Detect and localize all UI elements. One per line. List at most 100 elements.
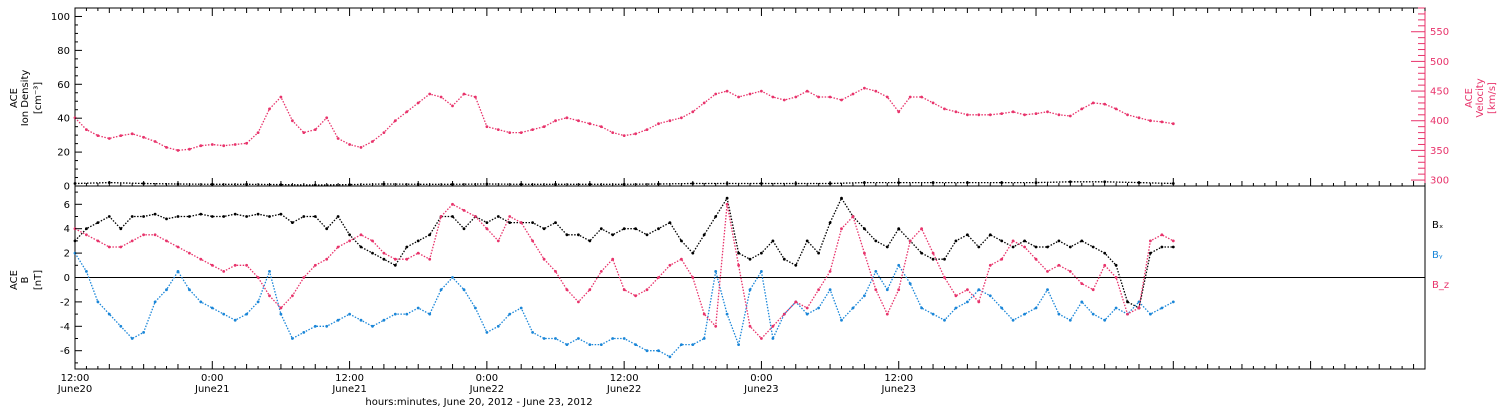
bottom-series-2-point <box>107 245 111 249</box>
bottom-series-2-point <box>1103 263 1107 267</box>
top-s1-series-0-point <box>1160 120 1164 124</box>
bottom-series-1-point <box>931 312 935 316</box>
bottom-series-0-point <box>130 215 134 218</box>
bottom-series-2-point <box>348 239 351 243</box>
top-s1-series-0-point <box>371 140 374 143</box>
top-s1-series-0-point <box>1000 112 1004 115</box>
top-s1-series-0-point <box>622 134 626 138</box>
bottom-series-1-point <box>622 337 626 340</box>
bottom-series-0-point <box>302 215 306 218</box>
bottom-series-2-point <box>245 263 249 267</box>
bottom-series-1-point <box>142 331 146 334</box>
top-s1-series-0-point <box>577 119 580 123</box>
bottom-series-0-point <box>245 215 249 218</box>
top-s1-series-0-point <box>1080 107 1084 111</box>
top-s1-series-0-point <box>771 95 775 99</box>
bottom-series-2-point <box>1091 288 1095 292</box>
xtick-label-date: June23 <box>880 384 916 395</box>
bottom-series-2-point <box>1068 270 1072 273</box>
bottom-series-0-point <box>313 215 317 218</box>
top-s1-series-0-point <box>165 146 168 149</box>
bottom-series-1-point <box>725 312 729 316</box>
bottom-series-0-point <box>1103 251 1107 255</box>
top-s1-series-0-point <box>588 122 592 126</box>
bottom-series-2-point <box>474 215 477 218</box>
top-s1-series-0-point <box>668 119 672 123</box>
bottom-series-1-point <box>348 312 351 316</box>
xtick-label-date: June22 <box>606 384 642 395</box>
bottom-series-1-point <box>897 263 901 267</box>
top-y2tick-label: 350 <box>1430 146 1449 157</box>
bottom-series-2-point <box>1160 233 1164 237</box>
top-y2tick-label: 550 <box>1430 27 1449 38</box>
top-s1-series-0-point <box>325 116 329 120</box>
bottom-series-0-point <box>165 217 168 221</box>
top-s1-series-0-point <box>462 92 466 96</box>
bottom-series-1-point <box>382 318 386 322</box>
bottom-series-1-point <box>588 343 592 346</box>
bottom-series-2-point <box>908 239 912 243</box>
xtick-label-time: 12:00 <box>335 373 364 384</box>
bottom-series-1-point <box>828 288 832 292</box>
bottom-series-1-point <box>680 343 683 346</box>
bottom-series-2-point <box>176 245 180 249</box>
bottom-series-2-point <box>188 251 191 255</box>
bottom-series-0-point <box>863 227 866 231</box>
bottom-series-1-point <box>691 343 695 346</box>
top-s1-series-0-point <box>760 89 763 93</box>
bottom-series-2-point <box>668 263 672 267</box>
top-s1-series-0-point <box>451 104 454 108</box>
bottom-series-2-point <box>393 257 397 261</box>
bottom-ytick-label: 6 <box>64 200 70 211</box>
top-y2label-line1: ACE <box>1464 88 1475 108</box>
bottom-series-2-point <box>817 288 820 292</box>
bottom-series-2-point <box>222 270 226 273</box>
top-s1-series-0-point <box>222 144 226 148</box>
xtick-label-date: June23 <box>743 384 779 395</box>
bottom-series-1-point <box>485 331 489 334</box>
bottom-series-2-point <box>508 215 512 218</box>
bottom-series-2-point <box>748 324 752 328</box>
bottom-series-0-point <box>1080 239 1084 243</box>
top-s1-series-0-point <box>245 141 249 145</box>
bottom-series-2-point <box>371 239 374 243</box>
top-s1-series-0-point <box>977 113 981 117</box>
top-s1-series-0-point <box>737 95 740 99</box>
bottom-series-0-point <box>325 227 329 231</box>
top-y2tick-label: 400 <box>1430 116 1449 127</box>
bottom-series-0-point <box>451 215 454 218</box>
top-s1-series-0-point <box>782 98 786 102</box>
top-y2tick-label: 500 <box>1430 57 1449 68</box>
bottom-series-2-point <box>1080 282 1084 285</box>
top-s1-series-0-point <box>840 98 843 102</box>
bottom-series-1-point <box>188 288 191 292</box>
bottom-series-2-point <box>680 257 683 261</box>
bottom-series-1-point <box>988 294 992 298</box>
bottom-series-0-point <box>817 251 820 255</box>
bottom-series-0-point <box>1057 239 1061 243</box>
bottom-series-0-point <box>599 227 603 231</box>
bottom-series-0-point <box>496 215 500 218</box>
bottom-series-1-point <box>737 343 740 346</box>
top-y2label-line3: [km/s] <box>1487 82 1498 114</box>
bottom-series-1-point <box>1023 312 1026 316</box>
bottom-series-0-point <box>1046 245 1049 249</box>
bottom-series-0-point <box>256 212 260 216</box>
bottom-series-1-point <box>1114 306 1118 310</box>
bottom-series-1-point <box>577 337 580 340</box>
bottom-series-2-point <box>988 263 992 267</box>
bottom-series-0-point <box>977 245 981 249</box>
bottom-series-2-point <box>840 227 843 231</box>
bottom-series-2-point <box>531 239 534 243</box>
bottom-series-1-point <box>943 318 946 322</box>
bottom-series-1-point <box>359 318 363 322</box>
bottom-series-1-point <box>908 282 912 285</box>
bottom-series-1-point <box>451 276 454 279</box>
top-s1-series-0-point <box>188 147 191 151</box>
top-panel-marks <box>73 86 1175 187</box>
top-s1-series-0-point <box>988 113 992 117</box>
bottom-series-1-point <box>245 312 249 316</box>
top-s1-series-0-point <box>382 131 386 135</box>
bottom-series-0-point <box>748 257 752 261</box>
bottom-series-0-point <box>565 233 569 237</box>
